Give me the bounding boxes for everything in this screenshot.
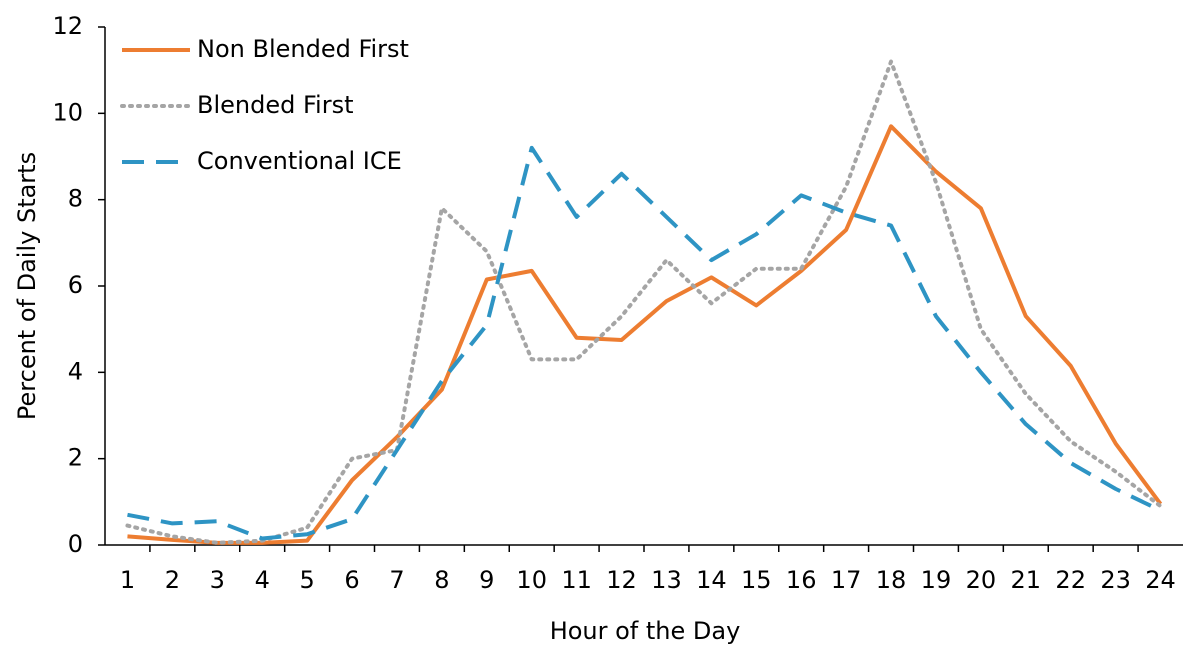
x-tick-label: 24	[1145, 566, 1176, 594]
y-axis-label: Percent of Daily Starts	[13, 152, 41, 420]
x-tick-label: 4	[255, 566, 270, 594]
legend-label: Blended First	[197, 91, 353, 119]
x-tick-label: 19	[921, 566, 952, 594]
series-line	[127, 124, 1163, 545]
x-tick-label: 21	[1011, 566, 1042, 594]
series-line	[125, 59, 1163, 545]
legend-label: Conventional ICE	[197, 147, 402, 175]
x-tick-label: 8	[434, 566, 449, 594]
x-tick-label: 1	[120, 566, 135, 594]
y-tick-label: 10	[52, 98, 83, 126]
x-tick-label: 20	[966, 566, 997, 594]
x-tick-label: 15	[741, 566, 772, 594]
x-tick-label: 10	[516, 566, 547, 594]
x-tick-label: 16	[786, 566, 817, 594]
y-tick-label: 12	[52, 12, 83, 40]
x-tick-label: 6	[344, 566, 359, 594]
x-tick-label: 7	[389, 566, 404, 594]
x-axis-label: Hour of the Day	[550, 617, 741, 645]
y-tick-label: 4	[68, 357, 83, 385]
x-tick-label: 14	[696, 566, 727, 594]
x-tick-label: 9	[479, 566, 494, 594]
legend-label: Non Blended First	[197, 35, 409, 63]
y-tick-label: 8	[68, 185, 83, 213]
x-tick-label: 5	[299, 566, 314, 594]
x-tick-label: 2	[165, 566, 180, 594]
x-tick-label: 12	[606, 566, 637, 594]
x-tick-label: 18	[876, 566, 907, 594]
series-line	[127, 145, 1162, 541]
y-tick-label: 6	[68, 271, 83, 299]
y-tick-label: 0	[68, 530, 83, 558]
x-tick-label: 11	[561, 566, 592, 594]
x-tick-label: 22	[1055, 566, 1086, 594]
x-tick-label: 13	[651, 566, 682, 594]
x-tick-label: 17	[831, 566, 862, 594]
y-tick-label: 2	[68, 444, 83, 472]
x-tick-label: 3	[210, 566, 225, 594]
x-tick-label: 23	[1100, 566, 1131, 594]
